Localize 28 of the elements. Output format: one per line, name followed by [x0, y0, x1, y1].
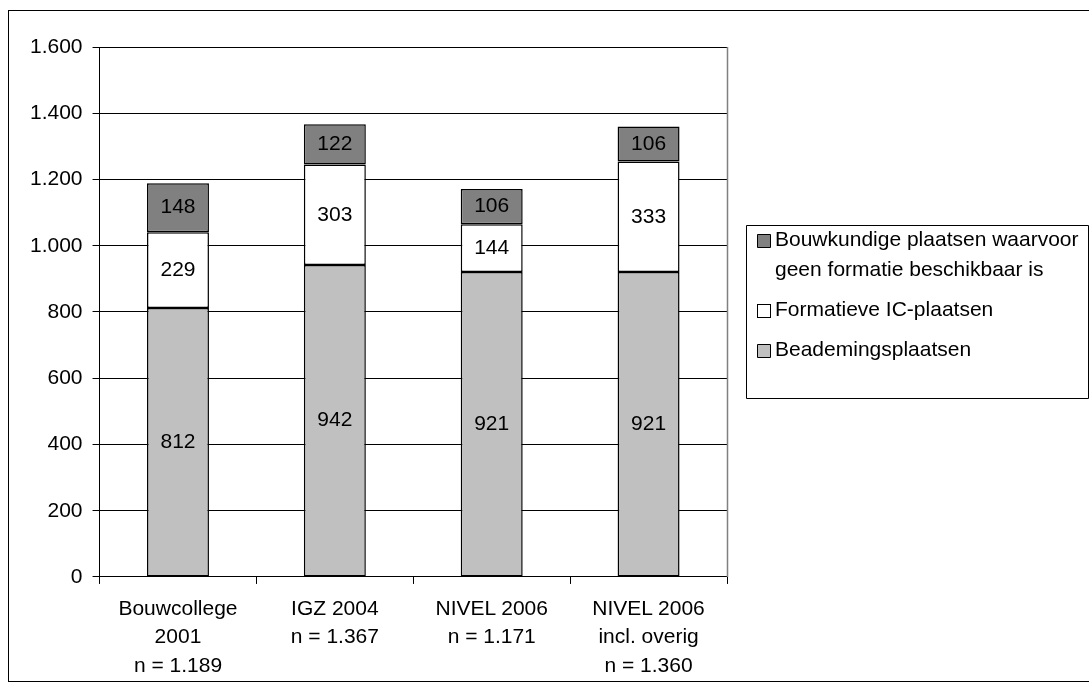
data-label: 812 [160, 429, 196, 453]
legend-label: Bouwkundige plaatsen waarvoor geen formatie beschikbaar is [775, 227, 1079, 281]
data-label: 229 [160, 256, 196, 280]
y-tick-label: 1.200 [29, 166, 83, 190]
x-tick-label: IGZ 2004 n = 1.367 [290, 595, 379, 648]
legend-label: Beademingsplaatsen [775, 337, 972, 361]
y-tick-label: 800 [47, 298, 83, 322]
data-label: 106 [631, 130, 667, 154]
data-label: 148 [160, 194, 196, 218]
y-tick-label: 1.400 [29, 100, 83, 124]
y-tick-label: 0 [70, 563, 83, 587]
x-tick-label: Bouwcollege 2001 n = 1.189 [118, 595, 238, 676]
data-label: 122 [317, 131, 353, 155]
data-label: 144 [474, 234, 510, 258]
y-tick-label: 200 [47, 497, 83, 521]
data-label: 303 [317, 201, 353, 225]
data-label: 942 [317, 407, 353, 431]
data-label: 921 [474, 410, 510, 434]
x-tick-label: NIVEL 2006 n = 1.171 [435, 595, 548, 648]
data-label: 106 [474, 193, 510, 217]
text: Formatieve IC-plaatsen [775, 297, 994, 321]
y-tick-label: 600 [47, 365, 83, 389]
y-tick-label: 400 [47, 431, 83, 455]
y-tick-label: 1.000 [29, 232, 83, 256]
data-label: 921 [631, 410, 667, 434]
x-tick-label: NIVEL 2006 incl. overig n = 1.360 [592, 595, 705, 676]
data-label: 333 [631, 203, 667, 227]
y-tick-label: 1.600 [29, 33, 83, 57]
